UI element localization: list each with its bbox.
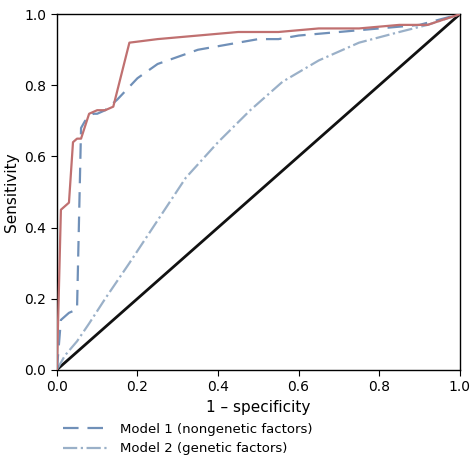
Y-axis label: Sensitivity: Sensitivity <box>4 152 19 232</box>
X-axis label: 1 – specificity: 1 – specificity <box>206 400 310 415</box>
Legend: Model 1 (nongenetic factors), Model 2 (genetic factors): Model 1 (nongenetic factors), Model 2 (g… <box>64 422 313 455</box>
